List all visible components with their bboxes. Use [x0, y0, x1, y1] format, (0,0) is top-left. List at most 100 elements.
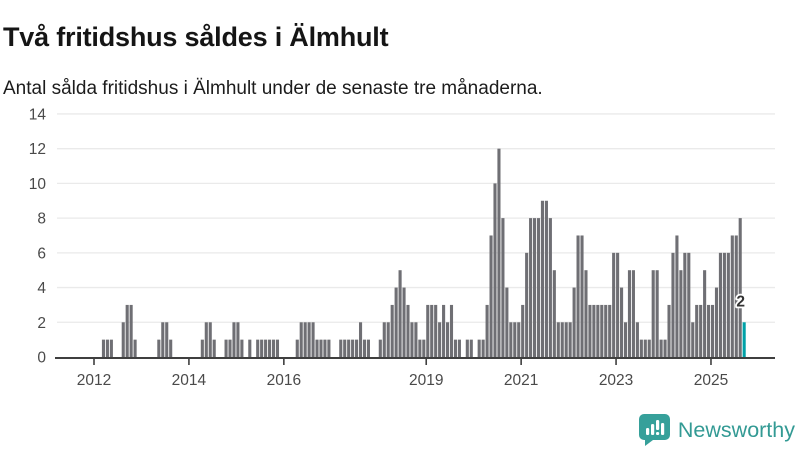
bar-2023-06: [635, 322, 639, 357]
bar-2019-12: [469, 339, 473, 357]
bar-2015-01: [236, 322, 240, 357]
bar-2022-09: [600, 304, 604, 357]
y-tick-label-6: 6: [37, 245, 46, 262]
bar-2023-04: [627, 270, 632, 357]
bar-2014-11: [228, 339, 232, 357]
bar-2016-05: [299, 322, 303, 357]
bar-2018-07: [402, 287, 406, 357]
bar-2021-01: [521, 304, 525, 357]
bar-2018-08: [406, 304, 410, 357]
bar-2020-02: [477, 339, 481, 357]
x-tick-label-2019: 2019: [409, 372, 443, 389]
bar-2017-09: [362, 339, 367, 357]
highlight-value-label: 2: [736, 293, 745, 310]
bar-2023-03: [623, 322, 628, 357]
bar-2025-05: [726, 252, 730, 357]
bar-2021-05: [536, 218, 541, 357]
bar-2025-04: [722, 252, 726, 357]
bar-2023-02: [620, 287, 624, 357]
bar-2024-05: [679, 270, 683, 357]
x-tick-label-2016: 2016: [267, 372, 301, 389]
bar-2025-06: [730, 235, 734, 357]
bar-2016-10: [319, 339, 323, 357]
bar-2015-11: [275, 339, 280, 357]
bar-2015-02: [240, 339, 244, 357]
bar-2022-03: [576, 235, 580, 357]
bar-2020-07: [497, 148, 501, 357]
bar-2022-01: [568, 322, 572, 357]
bar-2017-08: [358, 322, 363, 357]
bar-2013-06: [161, 322, 165, 357]
bar-2019-02: [430, 304, 434, 357]
bar-2024-02: [667, 304, 671, 357]
bar-2016-12: [327, 339, 331, 357]
bar-2023-01: [616, 252, 620, 357]
bar-2012-08: [121, 322, 125, 357]
bar-2018-05: [394, 287, 398, 357]
bar-2023-09: [647, 339, 651, 357]
bar-2014-07: [212, 339, 216, 357]
bar-2014-12: [232, 322, 236, 357]
bar-2024-06: [683, 252, 687, 357]
bar-2023-11: [655, 270, 659, 357]
bar-2021-11: [560, 322, 564, 357]
bar-2012-04: [105, 339, 109, 357]
bar-2015-10: [271, 339, 276, 357]
bar-2025-02: [714, 287, 719, 357]
bar-2021-10: [556, 322, 560, 357]
bar-2015-08: [264, 339, 268, 357]
bar-2016-11: [323, 339, 327, 357]
chart-title: Två fritidshus såldes i Älmhult: [3, 22, 389, 53]
bar-2015-09: [268, 339, 272, 357]
bar-2023-08: [643, 339, 647, 357]
bar-2017-10: [366, 339, 370, 357]
bar-2024-10: [699, 304, 703, 357]
bar-2020-09: [505, 287, 509, 357]
bar-2020-03: [481, 339, 485, 357]
bar-2024-04: [675, 235, 679, 357]
bar-2024-01: [663, 339, 667, 357]
bar-2012-03: [101, 339, 106, 357]
bar-2021-07: [544, 200, 548, 357]
bar-2014-05: [204, 322, 208, 357]
bar-2015-04: [248, 339, 252, 357]
bar-2016-09: [315, 339, 319, 357]
bar-2024-12: [707, 304, 711, 357]
bar-2015-06: [256, 339, 260, 357]
newsworthy-logo-text: Newsworthy: [677, 417, 795, 442]
bar-2020-10: [509, 322, 513, 357]
bar-2016-08: [311, 322, 315, 357]
bar-2016-04: [295, 339, 299, 357]
bar-2016-07: [307, 322, 311, 357]
bar-2018-02: [382, 322, 386, 357]
bar-2025-08: [738, 218, 742, 357]
bar-2017-05: [347, 339, 351, 357]
bar-2021-04: [533, 218, 537, 357]
bar-2022-07: [592, 304, 596, 357]
bar-2022-11: [608, 304, 612, 357]
bar-2024-08: [691, 322, 695, 357]
bar-2018-01: [378, 339, 382, 357]
bar-2014-04: [200, 339, 204, 357]
bar-2020-04: [485, 304, 489, 357]
bar-2022-10: [604, 304, 608, 357]
bar-2018-10: [414, 322, 418, 357]
bar-2022-05: [584, 270, 588, 357]
bar-2024-07: [687, 252, 691, 357]
bar-2024-03: [671, 252, 675, 357]
bar-2023-05: [631, 270, 635, 357]
bar-2013-05: [157, 339, 161, 357]
bar-2021-06: [540, 200, 545, 357]
newsworthy-logo[interactable]: Newsworthy: [638, 414, 795, 446]
x-tick-label-2023: 2023: [599, 372, 633, 389]
bar-2025-09: [742, 322, 746, 357]
bar-2012-11: [133, 339, 137, 357]
bar-2021-09: [552, 270, 556, 357]
bar-2018-12: [422, 339, 426, 357]
bar-2020-11: [513, 322, 517, 357]
bar-2019-01: [426, 304, 430, 357]
bar-2019-08: [453, 339, 458, 357]
bar-2018-09: [410, 322, 414, 357]
bar-2021-12: [564, 322, 568, 357]
